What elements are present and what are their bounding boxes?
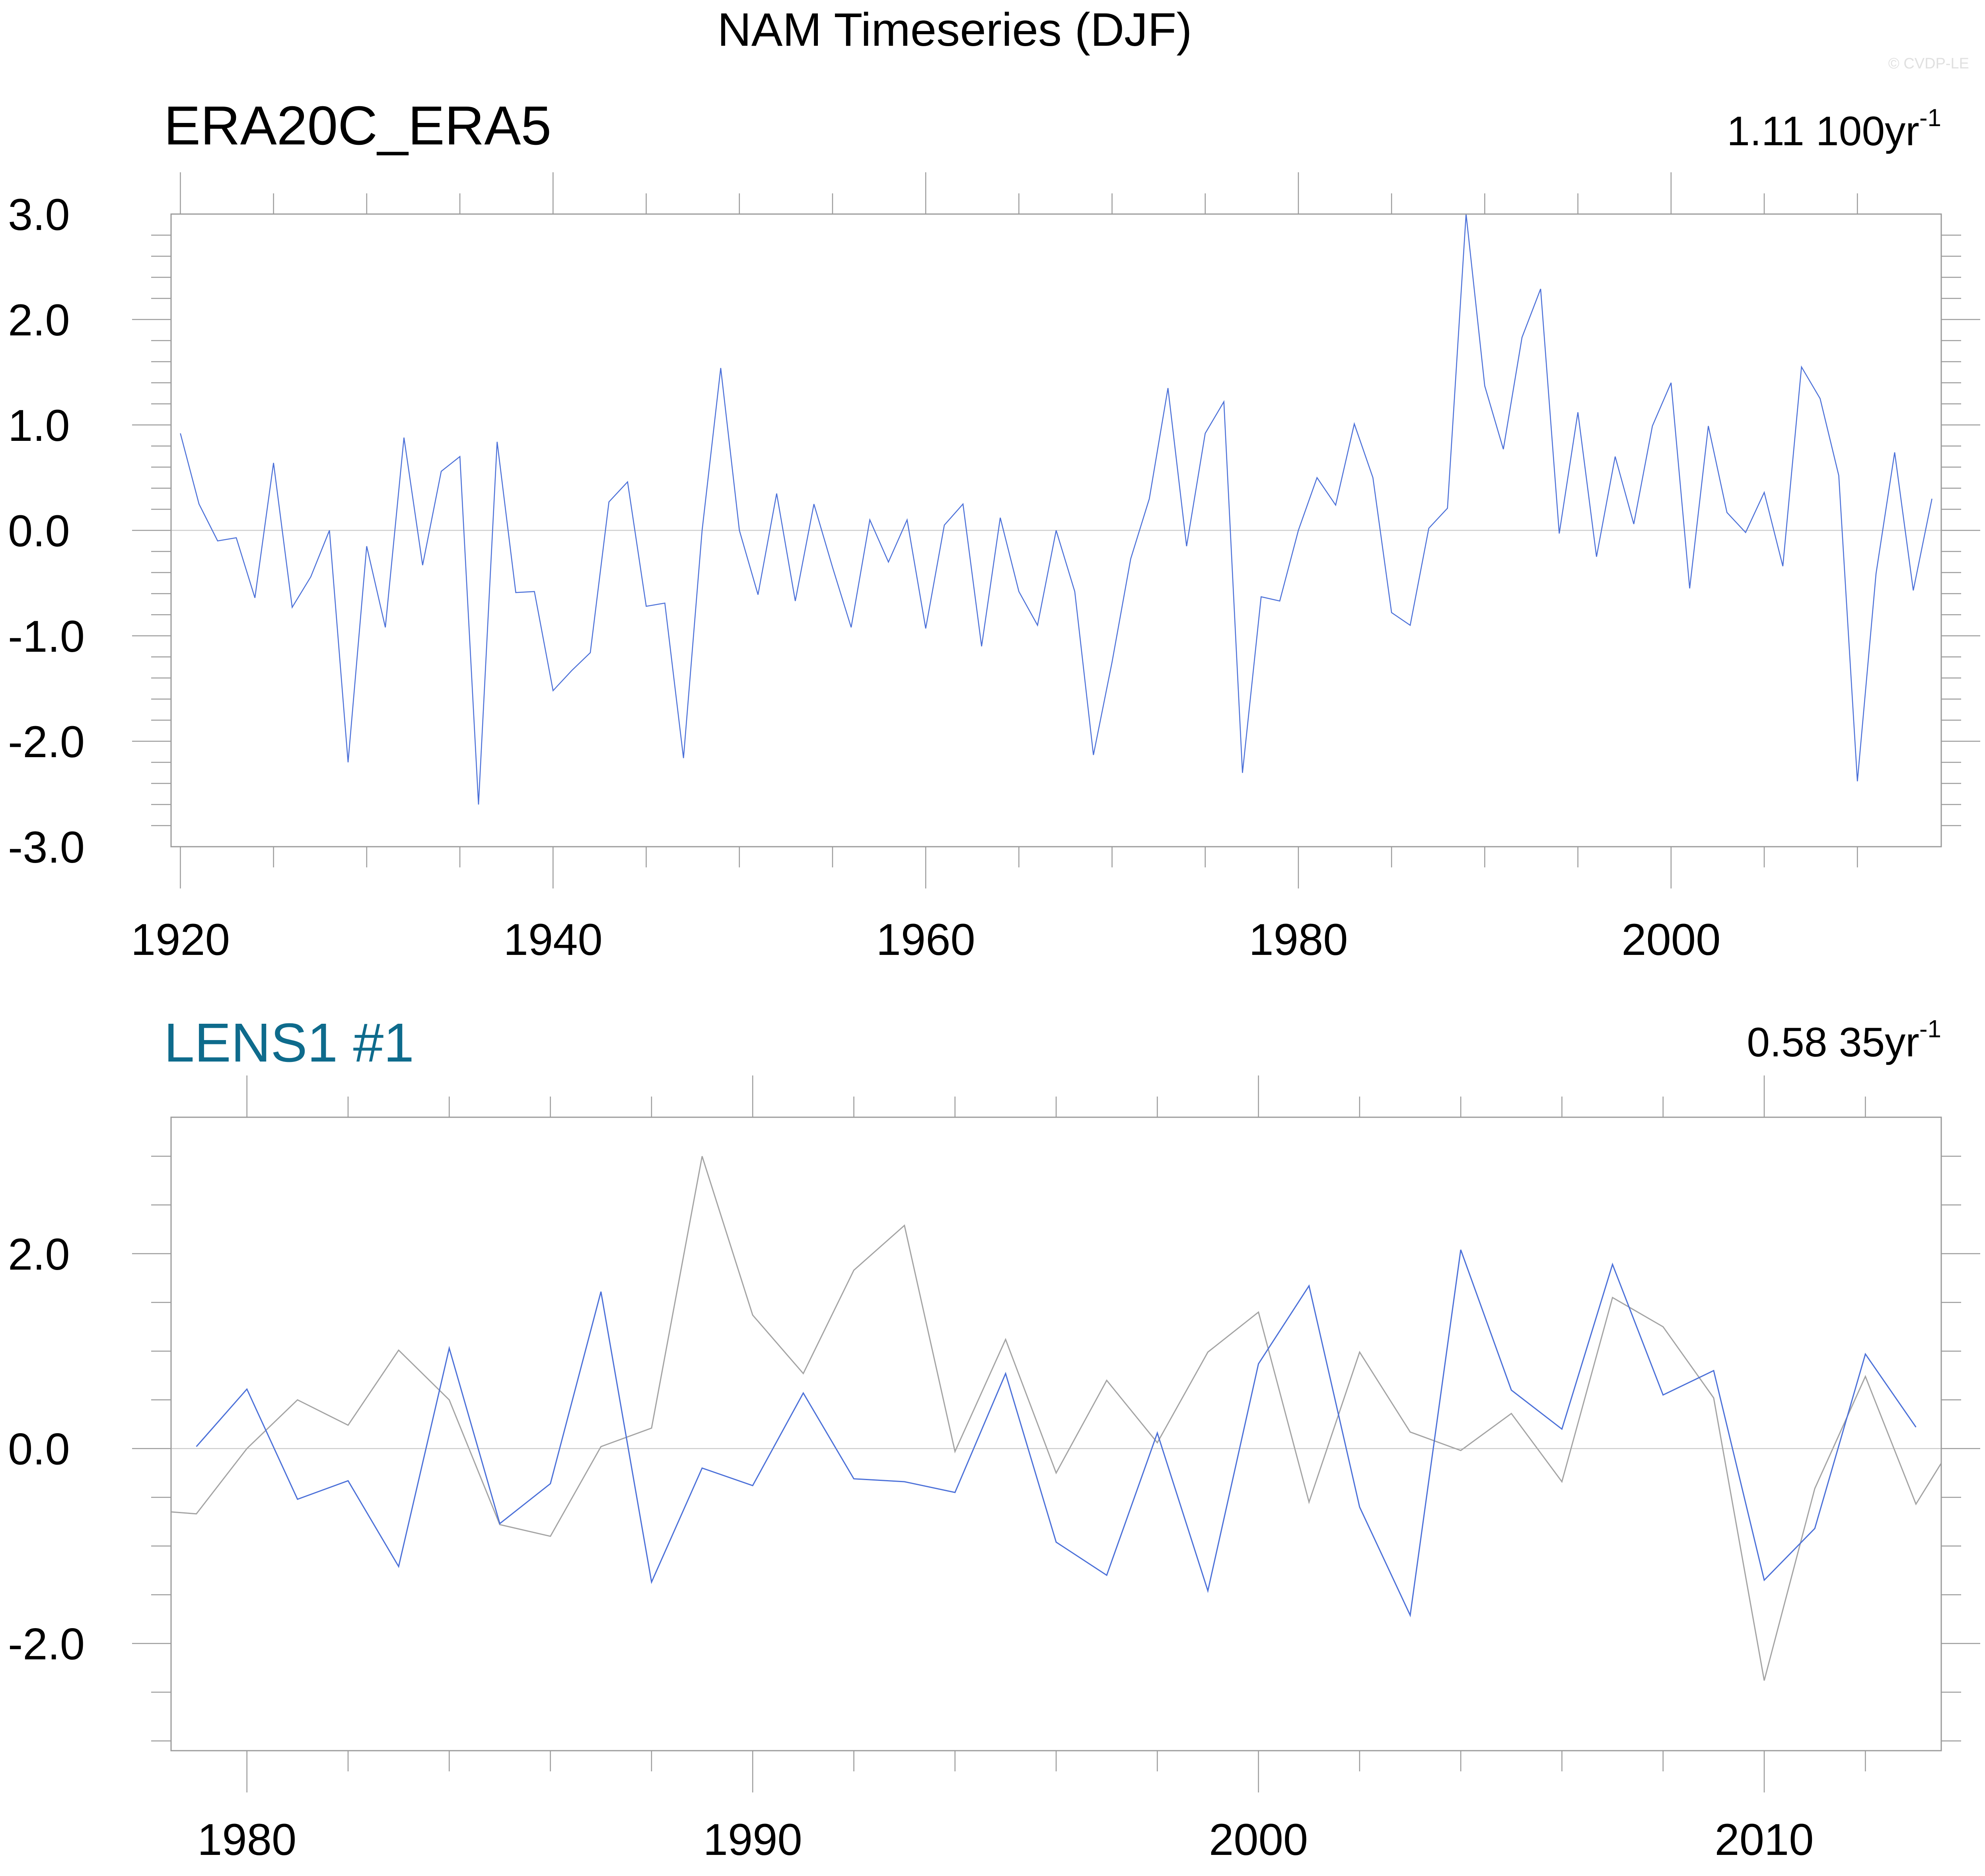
x-tick-label: 1960 bbox=[876, 915, 975, 964]
x-tick-label: 1990 bbox=[703, 1815, 802, 1864]
x-tick-label: 1920 bbox=[131, 915, 230, 964]
y-tick-label: 2.0 bbox=[8, 1229, 70, 1279]
panel-era20c-era5: ERA20C_ERA5 1.11 100yr-1 1920 1940 1960 198… bbox=[8, 95, 1980, 964]
panel2-member-line bbox=[196, 1249, 1917, 1617]
panel2-frame bbox=[170, 1116, 1942, 1751]
panel2-trend-exponent: -1 bbox=[1919, 1015, 1941, 1043]
y-tick-label: 2.0 bbox=[8, 295, 70, 345]
panel2-trend: 0.58 35yr-1 bbox=[1747, 1015, 1941, 1066]
panel1-tick-labels: 1920 1940 1960 1980 2000 3.0 2.0 1.0 0.0 -1.0 -2.0… bbox=[8, 190, 1720, 964]
x-tick-label: 2000 bbox=[1621, 915, 1720, 964]
panel2-title: LENS1 #1 bbox=[164, 1012, 414, 1073]
panel-lens1-1: LENS1 #1 0.58 35yr-1 1980 1990 2000 2010 2.0… bbox=[8, 1012, 1980, 1864]
figure-title: NAM Timeseries (DJF) bbox=[717, 4, 1192, 56]
x-tick-label: 1980 bbox=[1249, 915, 1348, 964]
y-tick-label: 1.0 bbox=[8, 401, 70, 450]
panel1-trend-value: 1.11 100yr bbox=[1727, 108, 1919, 154]
x-tick-label: 1980 bbox=[197, 1815, 296, 1864]
y-tick-label: -1.0 bbox=[8, 612, 85, 661]
panel2-ticks bbox=[132, 1075, 1980, 1792]
panel1-frame bbox=[170, 213, 1942, 847]
panel2-tick-labels: 1980 1990 2000 2010 2.0 0.0 -2.0 bbox=[8, 1229, 1814, 1864]
x-tick-label: 2010 bbox=[1714, 1815, 1814, 1864]
panel1-trend: 1.11 100yr-1 bbox=[1727, 104, 1941, 154]
y-tick-label: 3.0 bbox=[8, 190, 70, 240]
panel2-observed-line bbox=[171, 1156, 1942, 1681]
y-tick-label: 0.0 bbox=[8, 1424, 70, 1474]
watermark: © CVDP-LE bbox=[1888, 55, 1969, 72]
y-tick-label: -2.0 bbox=[8, 1619, 85, 1669]
panel1-trend-exponent: -1 bbox=[1919, 104, 1941, 132]
panel1-ticks bbox=[132, 172, 1980, 888]
y-tick-label: -2.0 bbox=[8, 717, 85, 767]
y-tick-label: 0.0 bbox=[8, 506, 70, 556]
panel1-title: ERA20C_ERA5 bbox=[164, 95, 551, 156]
panel2-trend-value: 0.58 35yr bbox=[1747, 1019, 1919, 1066]
panel1-series-line bbox=[180, 214, 1932, 805]
x-tick-label: 2000 bbox=[1209, 1815, 1308, 1864]
x-tick-label: 1940 bbox=[504, 915, 603, 964]
y-tick-label: -3.0 bbox=[8, 822, 85, 872]
